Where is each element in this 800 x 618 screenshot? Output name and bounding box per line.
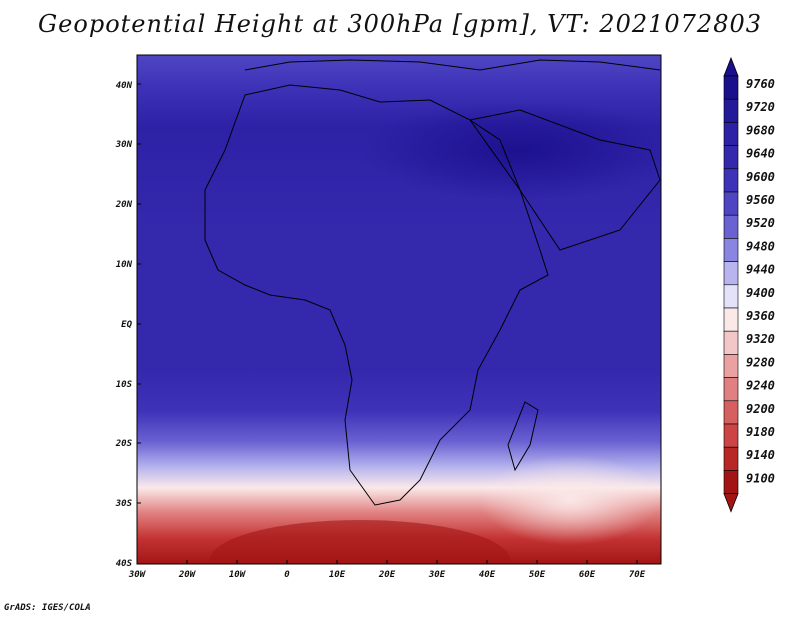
lat-label-10s: 10S (116, 380, 133, 390)
colorbar-swatch (723, 330, 739, 355)
plot-frame (136, 54, 662, 565)
colorbar-level-label: 9200 (746, 402, 775, 416)
lon-label-20w: 20W (178, 570, 197, 580)
latitude-axis: 40N 30N 20N 10N EQ 10S 20S 30S 40S (115, 81, 133, 569)
lat-label-40n: 40N (116, 81, 133, 91)
colorbar-level-label: 9480 (746, 239, 775, 253)
colorbar-bottom-arrow (723, 493, 739, 513)
height-field (137, 55, 661, 564)
colorbar: 9760 9720 9680 9640 9600 9560 9520 9480 9440 9400… (723, 56, 775, 513)
colorbar-swatch (723, 122, 739, 146)
colorbar-level-label: 9440 (746, 263, 775, 277)
lon-label-30w: 30W (128, 570, 147, 580)
colorbar-swatch (723, 75, 739, 100)
colorbar-level-label: 9720 (746, 100, 775, 114)
colorbar-swatch (723, 307, 739, 332)
colorbar-level-label: 9760 (746, 77, 775, 91)
lon-label-10w: 10W (229, 570, 247, 580)
colorbar-swatch (723, 377, 739, 402)
lon-label-0: 0 (284, 570, 290, 580)
lon-label-40e: 40E (479, 570, 496, 580)
lat-label-10n: 10N (116, 260, 133, 270)
colorbar-top-arrow (723, 56, 739, 77)
lon-label-20e: 20E (378, 570, 396, 580)
colorbar-swatch (723, 423, 739, 448)
colorbar-swatch (723, 261, 739, 286)
arabia-outline (469, 109, 661, 251)
map-title: Geopotential Height at 300hPa [gpm], VT:… (38, 10, 762, 38)
colorbar-swatch (723, 284, 739, 309)
colorbar-swatch (723, 470, 739, 494)
colorbar-swatch (723, 98, 739, 123)
footer-credit: GrADS: IGES/COLA (4, 603, 91, 613)
colorbar-level-label: 9360 (746, 309, 775, 323)
colorbar-level-label: 9280 (746, 355, 775, 369)
europe-outline (244, 59, 661, 71)
colorbar-level-label: 9100 (746, 471, 775, 485)
colorbar-level-label: 9520 (746, 216, 775, 230)
colorbar-swatch (723, 238, 739, 262)
lon-label-30e: 30E (428, 570, 446, 580)
lat-label-40s: 40S (116, 559, 133, 569)
colorbar-swatch (723, 354, 739, 378)
colorbar-level-label: 9180 (746, 425, 775, 439)
colorbar-level-label: 9600 (746, 170, 775, 184)
longitude-axis: 30W 20W 10W 0 10E 20E 30E 40E 50E 60E 70… (128, 570, 646, 580)
lat-label-30s: 30S (115, 499, 133, 509)
lat-label-20s: 20S (115, 439, 133, 449)
colorbar-level-label: 9140 (746, 448, 775, 462)
lon-label-50e: 50E (529, 570, 546, 580)
colorbar-swatch (723, 446, 739, 471)
colorbar-level-label: 9320 (746, 332, 775, 346)
colorbar-level-label: 9560 (746, 193, 775, 207)
colorbar-swatch (723, 168, 739, 193)
lat-label-30n: 30N (115, 140, 133, 150)
lon-label-10e: 10E (329, 570, 346, 580)
colorbar-swatch (723, 145, 739, 170)
colorbar-level-label: 9400 (746, 286, 775, 300)
tick-marks (137, 83, 638, 564)
lat-label-20n: 20N (115, 200, 133, 210)
lon-label-70e: 70E (629, 570, 646, 580)
madagascar-outline (507, 401, 539, 472)
lat-label-eq: EQ (121, 320, 132, 330)
colorbar-level-label: 9640 (746, 147, 775, 161)
colorbar-level-label: 9240 (746, 379, 775, 393)
lon-label-60e: 60E (579, 570, 596, 580)
colorbar-level-label: 9680 (746, 123, 775, 137)
colorbar-swatch (723, 214, 739, 239)
colorbar-swatch (723, 191, 739, 216)
coastlines (204, 59, 661, 506)
colorbar-swatch (723, 400, 739, 425)
